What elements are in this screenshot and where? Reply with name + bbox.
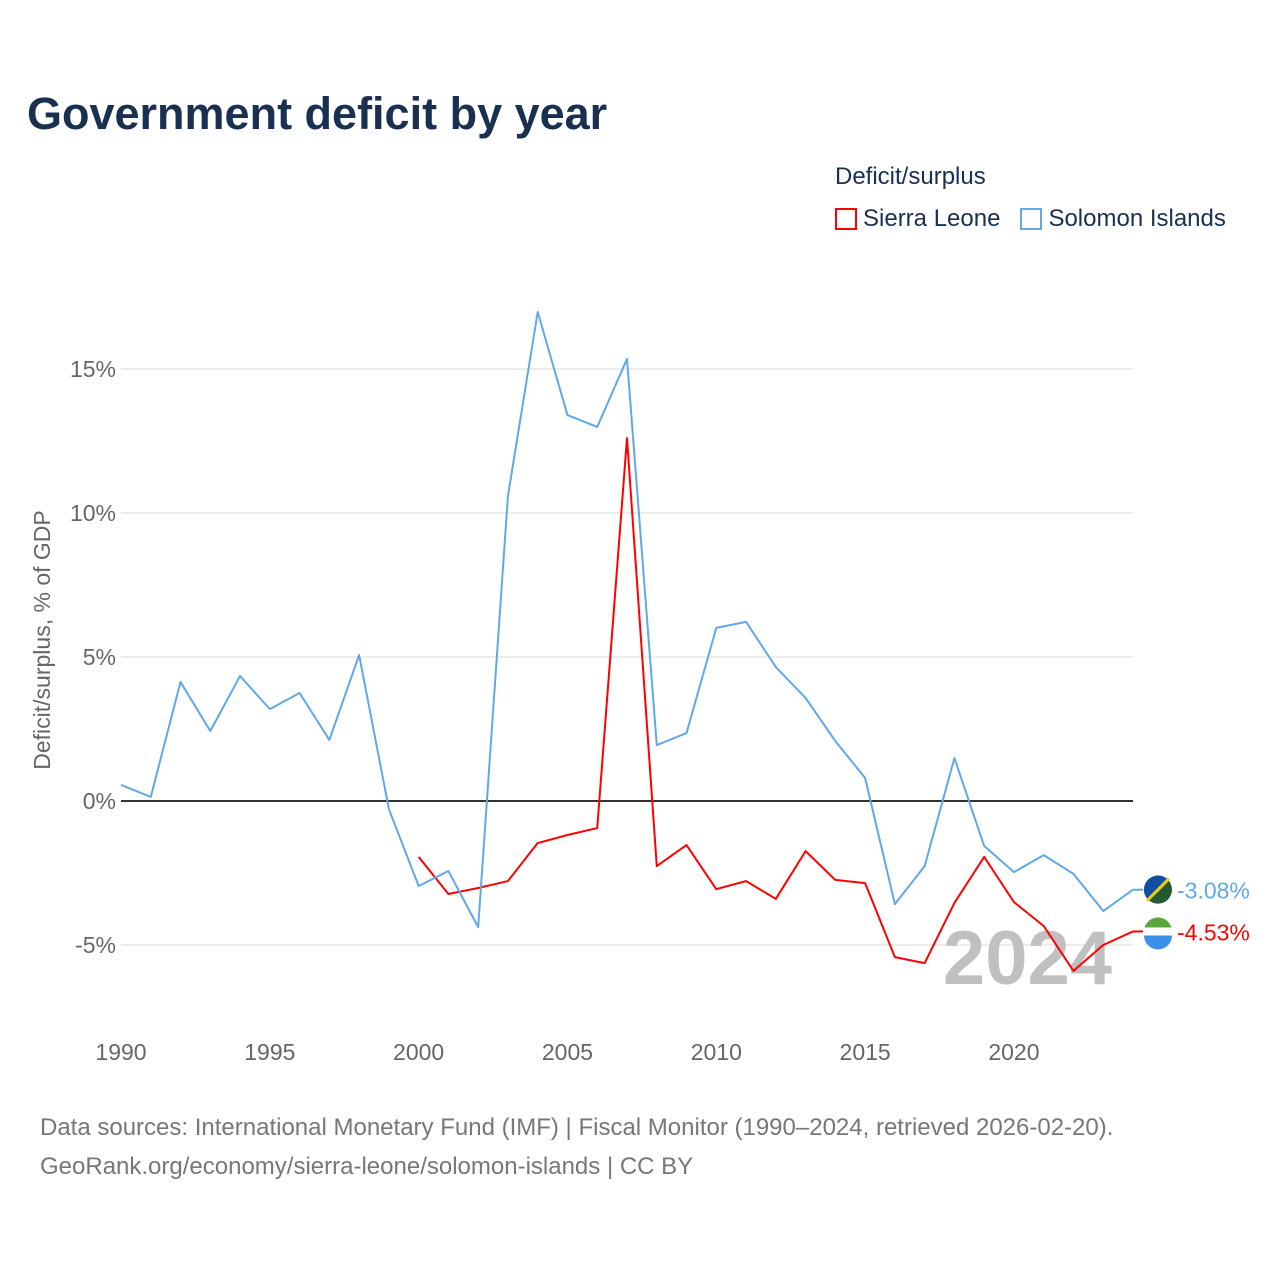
source-link[interactable]: GeoRank.org/economy/sierra-leone/solomon… <box>40 1153 694 1180</box>
x-tick-label: 2005 <box>542 1039 593 1065</box>
end-value-label: -3.08% <box>1177 878 1250 904</box>
line-chart: -5% 0% 5% 10% 15% 1990 1995 2000 2005 2010 2015 202… <box>29 310 1250 1065</box>
legend-swatch <box>1020 208 1043 230</box>
y-tick-label: 15% <box>70 356 116 382</box>
legend-swatch <box>835 208 857 230</box>
x-tick-label: 1990 <box>95 1039 146 1065</box>
source-text: Data sources: International Monetary Fun… <box>40 1114 1114 1141</box>
flag-band <box>1144 935 1172 950</box>
x-tick-label: 1995 <box>244 1039 295 1065</box>
x-tick-label: 2000 <box>393 1039 444 1065</box>
flag-band <box>1144 927 1172 936</box>
x-tick-label: 2015 <box>840 1039 891 1065</box>
series-line-sierra-leone <box>417 437 1134 972</box>
end-value-label: -4.53% <box>1177 919 1250 945</box>
sierra-leone-flag-icon <box>1144 917 1172 950</box>
flag-band <box>1143 875 1168 900</box>
legend-item-sierra-leone[interactable]: Sierra Leone <box>835 205 1000 233</box>
footer: Data sources: International Monetary Fun… <box>40 1108 1113 1186</box>
legend-label: Solomon Islands <box>1048 205 1226 232</box>
legend-label: Sierra Leone <box>863 205 1001 232</box>
x-tick-label: 2010 <box>691 1039 742 1065</box>
flag-stripe <box>1145 877 1171 902</box>
y-tick-label: 0% <box>83 788 116 814</box>
x-tick-label: 2020 <box>988 1039 1039 1065</box>
watermark-year: 2024 <box>943 916 1112 1001</box>
chart-title: Government deficit by year <box>27 88 608 139</box>
legend-item-solomon-islands[interactable]: Solomon Islands <box>1020 205 1226 233</box>
y-axis-label: Deficit/surplus, % of GDP <box>29 510 55 769</box>
legend-title: Deficit/surplus <box>835 163 986 190</box>
solomon-islands-flag-icon <box>1143 875 1172 904</box>
legend: Sierra Leone Solomon Islands <box>835 205 1226 233</box>
y-tick-label: 5% <box>83 644 116 670</box>
series-line-solomon-islands <box>120 310 1134 929</box>
y-tick-label: -5% <box>75 932 116 958</box>
y-tick-label: 10% <box>70 500 116 526</box>
